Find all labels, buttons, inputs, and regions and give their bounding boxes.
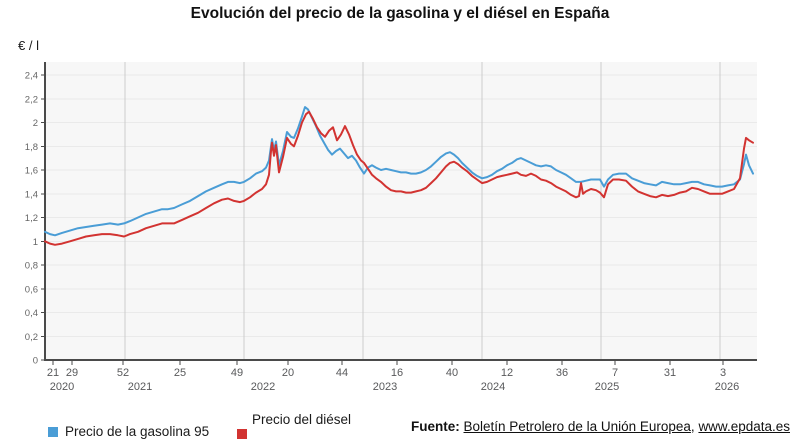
y-axis-tick-label: 1,4	[25, 189, 38, 200]
source-prefix: Fuente:	[411, 419, 460, 434]
gasolina-95-legend-label: Precio de la gasolina 95	[65, 424, 210, 439]
x-week-tick-label: 12	[501, 367, 513, 379]
x-week-tick-label: 49	[231, 367, 243, 379]
y-axis-tick-label: 1,2	[25, 213, 38, 224]
legend-item-gasolina-95[interactable]: Precio de la gasolina 95	[48, 424, 209, 439]
source-separator: ,	[690, 419, 699, 434]
x-week-tick-label: 16	[391, 367, 403, 379]
y-axis-tick-label: 1,8	[25, 142, 38, 153]
price-evolution-line-chart: 0 0,2 0,4 0,6 0,8 1 1,2 1,4 1,6 1,8 2 2,2 2,4 21 29 52 2…	[25, 62, 757, 393]
x-week-tick-label: 44	[336, 367, 348, 379]
diesel-legend-marker	[237, 428, 247, 439]
y-axis-tick-label: 0	[33, 356, 38, 367]
series-line-gasolina-95[interactable]	[44, 106, 754, 237]
y-axis-tick-label: 1,6	[25, 166, 38, 177]
x-year-label: 2023	[373, 381, 397, 393]
x-week-tick-label: 52	[117, 367, 129, 379]
y-axis-tick-label: 1	[33, 237, 38, 248]
y-axis-tick-label: 0,4	[25, 308, 38, 319]
y-axis-tick-label: 0,8	[25, 261, 38, 272]
x-week-tick-label: 40	[446, 367, 458, 379]
diesel-legend-label: Precio del diésel	[252, 412, 352, 427]
x-week-tick-label: 20	[282, 367, 294, 379]
gasolina-95-legend-marker	[48, 426, 58, 437]
y-axis-tick-label: 0,2	[25, 332, 38, 343]
x-year-label: 2022	[251, 381, 275, 393]
x-week-tick-label: 31	[664, 367, 676, 379]
x-week-tick-label: 7	[612, 367, 618, 379]
y-axis-tick-label: 2	[33, 118, 38, 129]
source-attribution: Fuente: Boletín Petrolero de la Unión Eu…	[411, 419, 790, 434]
plot-background	[45, 62, 757, 360]
x-year-label: 2026	[715, 381, 739, 393]
y-axis-tick-label: 2,2	[25, 94, 38, 105]
x-week-tick-label: 25	[174, 367, 186, 379]
y-axis-unit-label: € / l	[18, 38, 39, 53]
x-year-label: 2024	[481, 381, 505, 393]
x-year-label: 2021	[128, 381, 152, 393]
x-week-tick-label: 36	[556, 367, 568, 379]
series-line-diesel[interactable]	[44, 110, 754, 246]
y-axis-tick-label: 2,4	[25, 71, 38, 82]
source-link-boletin[interactable]: Boletín Petrolero de la Unión Europea	[463, 419, 691, 434]
y-axis-tick-label: 0,6	[25, 284, 38, 295]
source-link-epdata[interactable]: www.epdata.es	[698, 419, 790, 434]
x-week-tick-label: 29	[66, 367, 78, 379]
x-week-tick-label: 21	[47, 367, 59, 379]
x-week-tick-label: 3	[720, 367, 726, 379]
chart-title: Evolución del precio de la gasolina y el…	[190, 5, 610, 22]
x-year-label: 2025	[595, 381, 619, 393]
legend-item-diesel[interactable]: Precio del diésel	[237, 412, 351, 441]
x-year-label: 2020	[50, 381, 74, 393]
